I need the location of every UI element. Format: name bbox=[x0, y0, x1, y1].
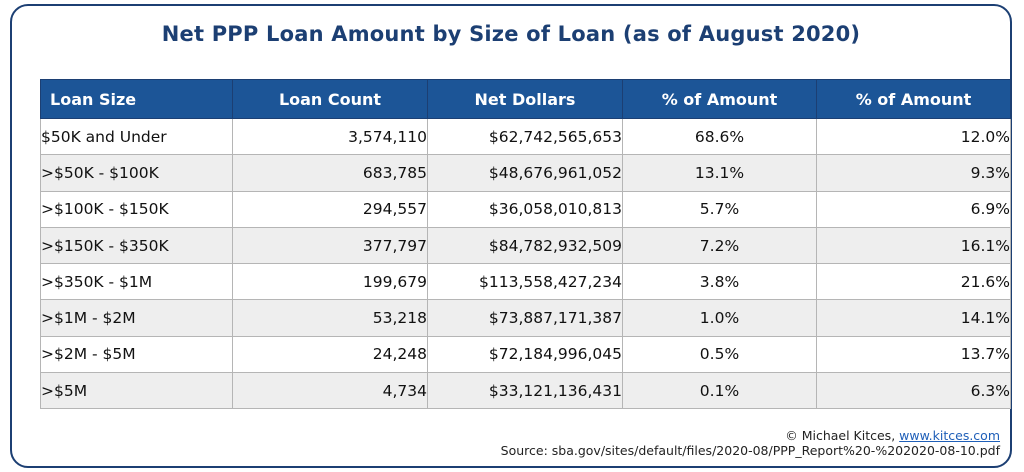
cell-net-dollars: $84,782,932,509 bbox=[427, 226, 623, 265]
cell-loan-size: >$1M - $2M bbox=[40, 299, 233, 337]
footer-credits: © Michael Kitces, www.kitces.com Source:… bbox=[501, 428, 1000, 458]
cell-pct-amount-1: 3.8% bbox=[622, 263, 817, 301]
cell-loan-size: >$150K - $350K bbox=[40, 226, 233, 265]
cell-pct-amount-1: 1.0% bbox=[622, 299, 817, 337]
cell-loan-count: 377,797 bbox=[232, 226, 428, 265]
cell-net-dollars: $113,558,427,234 bbox=[427, 263, 623, 301]
cell-pct-amount-2: 6.9% bbox=[816, 190, 1011, 228]
cell-loan-size: >$5M bbox=[40, 372, 233, 410]
cell-loan-count: 199,679 bbox=[232, 263, 428, 301]
cell-loan-count: 4,734 bbox=[232, 372, 428, 410]
table-row: >$1M - $2M 53,218 $73,887,171,387 1.0% 1… bbox=[40, 299, 1011, 337]
cell-pct-amount-2: 9.3% bbox=[816, 154, 1011, 192]
cell-pct-amount-1: 7.2% bbox=[622, 226, 817, 265]
cell-loan-size: >$100K - $150K bbox=[40, 190, 233, 228]
cell-loan-size: >$50K - $100K bbox=[40, 154, 233, 192]
cell-pct-amount-2: 6.3% bbox=[816, 372, 1011, 410]
source-line: Source: sba.gov/sites/default/files/2020… bbox=[500, 443, 1000, 458]
table-row: >$5M 4,734 $33,121,136,431 0.1% 6.3% bbox=[40, 372, 1011, 410]
cell-pct-amount-1: 0.5% bbox=[622, 335, 817, 374]
table-row: >$2M - $5M 24,248 $72,184,996,045 0.5% 1… bbox=[40, 335, 1011, 374]
cell-pct-amount-2: 16.1% bbox=[816, 226, 1011, 265]
copyright-text: © Michael Kitces, bbox=[785, 428, 900, 443]
page-title: Net PPP Loan Amount by Size of Loan (as … bbox=[161, 22, 861, 46]
figure-frame: Net PPP Loan Amount by Size of Loan (as … bbox=[10, 4, 1012, 468]
column-header-pct-amount-1: % of Amount bbox=[622, 79, 817, 119]
table-row: $50K and Under 3,574,110 $62,742,565,653… bbox=[40, 117, 1011, 156]
column-header-loan-size: Loan Size bbox=[40, 79, 233, 119]
table-row: >$100K - $150K 294,557 $36,058,010,813 5… bbox=[40, 190, 1011, 228]
cell-loan-size: >$350K - $1M bbox=[40, 263, 233, 301]
column-header-loan-count: Loan Count bbox=[232, 79, 428, 119]
copyright-line: © Michael Kitces, www.kitces.com bbox=[501, 428, 1000, 443]
cell-net-dollars: $33,121,136,431 bbox=[427, 372, 623, 410]
table-header-row: Loan Size Loan Count Net Dollars % of Am… bbox=[40, 79, 1011, 119]
cell-pct-amount-2: 14.1% bbox=[816, 299, 1011, 337]
cell-pct-amount-2: 13.7% bbox=[816, 335, 1011, 374]
cell-net-dollars: $72,184,996,045 bbox=[427, 335, 623, 374]
cell-net-dollars: $36,058,010,813 bbox=[427, 190, 623, 228]
kitces-link[interactable]: www.kitces.com bbox=[899, 428, 1000, 443]
cell-pct-amount-2: 21.6% bbox=[816, 263, 1011, 301]
cell-loan-count: 683,785 bbox=[232, 154, 428, 192]
cell-pct-amount-1: 5.7% bbox=[622, 190, 817, 228]
cell-pct-amount-1: 0.1% bbox=[622, 372, 817, 410]
cell-loan-size: >$2M - $5M bbox=[40, 335, 233, 374]
cell-net-dollars: $62,742,565,653 bbox=[427, 117, 623, 156]
cell-net-dollars: $48,676,961,052 bbox=[427, 154, 623, 192]
cell-loan-count: 3,574,110 bbox=[232, 117, 428, 156]
table-row: >$350K - $1M 199,679 $113,558,427,234 3.… bbox=[40, 263, 1011, 301]
loan-table: Loan Size Loan Count Net Dollars % of Am… bbox=[40, 79, 1011, 410]
cell-loan-count: 24,248 bbox=[232, 335, 428, 374]
cell-pct-amount-1: 68.6% bbox=[622, 117, 817, 156]
cell-pct-amount-1: 13.1% bbox=[622, 154, 817, 192]
table-row: >$150K - $350K 377,797 $84,782,932,509 7… bbox=[40, 226, 1011, 265]
column-header-net-dollars: Net Dollars bbox=[427, 79, 623, 119]
table-row: >$50K - $100K 683,785 $48,676,961,052 13… bbox=[40, 154, 1011, 192]
cell-loan-size: $50K and Under bbox=[40, 117, 233, 156]
cell-net-dollars: $73,887,171,387 bbox=[427, 299, 623, 337]
cell-loan-count: 53,218 bbox=[232, 299, 428, 337]
cell-loan-count: 294,557 bbox=[232, 190, 428, 228]
cell-pct-amount-2: 12.0% bbox=[816, 117, 1011, 156]
column-header-pct-amount-2: % of Amount bbox=[816, 79, 1011, 119]
